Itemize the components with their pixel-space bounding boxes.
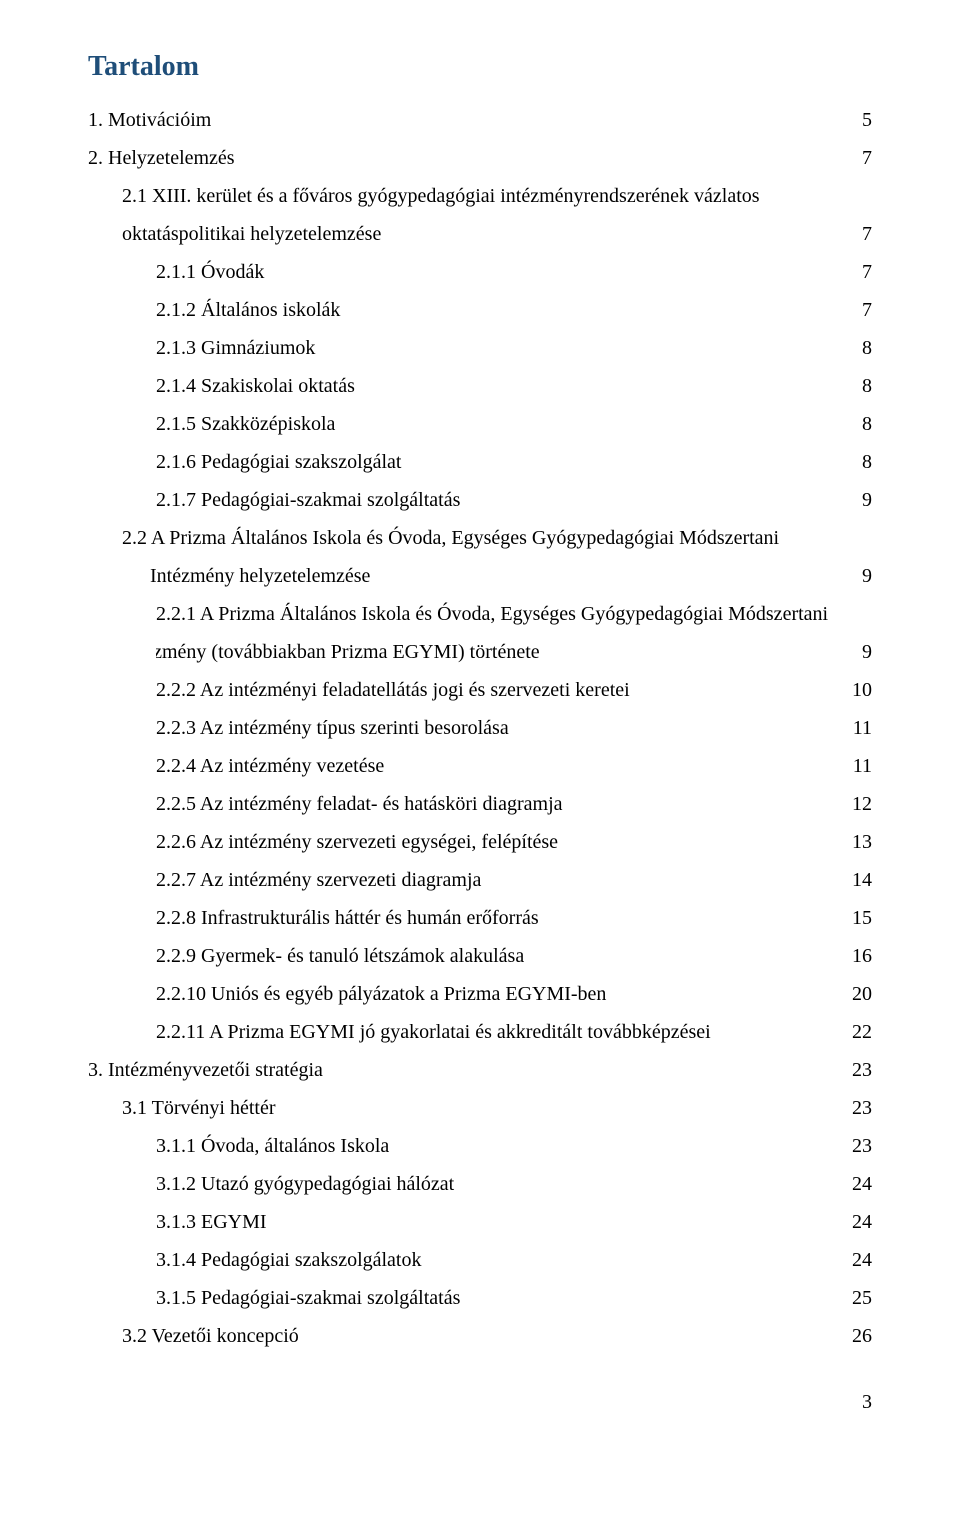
- toc-entry[interactable]: 2.2.3 Az intézmény típus szerinti besoro…: [156, 709, 872, 747]
- toc-entry[interactable]: 1. Motivációim 5: [88, 101, 872, 139]
- toc-entry[interactable]: 2.2.11 A Prizma EGYMI jó gyakorlatai és …: [156, 1013, 872, 1051]
- toc-entry[interactable]: 2.1.6 Pedagógiai szakszolgálat 8: [156, 443, 872, 481]
- toc-entry-page: 8: [862, 367, 872, 405]
- toc-entry[interactable]: 2.1.1 Óvodák 7: [156, 253, 872, 291]
- toc-entry[interactable]: 2.2.1 A Prizma Általános Iskola és Óvoda…: [156, 595, 872, 671]
- toc-entry-page: 7: [862, 291, 872, 329]
- page-number: 3: [88, 1383, 872, 1421]
- toc-title: Tartalom: [88, 40, 872, 93]
- toc-entry-label: 2.2 A Prizma Általános Iskola és Óvoda, …: [122, 519, 872, 557]
- toc-entry-page: 23: [852, 1127, 872, 1165]
- toc-entry-label: 2.2.2 Az intézményi feladatellátás jogi …: [156, 671, 630, 709]
- toc-entry-label: 3.1.4 Pedagógiai szakszolgálatok: [156, 1241, 422, 1279]
- toc-entry[interactable]: 2.2.6 Az intézmény szervezeti egységei, …: [156, 823, 872, 861]
- toc-entry[interactable]: 3.1 Törvényi héttér 23: [122, 1089, 872, 1127]
- toc-entry-page: 25: [852, 1279, 872, 1317]
- toc-entry-page: 8: [862, 405, 872, 443]
- toc-entry-label: 2.1.4 Szakiskolai oktatás: [156, 367, 355, 405]
- toc-entry[interactable]: 2.2.7 Az intézmény szervezeti diagramja 1…: [156, 861, 872, 899]
- toc-entry-label: 2.2.11 A Prizma EGYMI jó gyakorlatai és …: [156, 1013, 711, 1051]
- toc-entry[interactable]: 2.1 XIII. kerület és a főváros gyógypeda…: [122, 177, 872, 253]
- toc-entry[interactable]: 2.2 A Prizma Általános Iskola és Óvoda, …: [122, 519, 872, 595]
- toc-entry-label: 2.1.2 Általános iskolák: [156, 291, 340, 329]
- toc-list: 1. Motivációim52. Helyzetelemzés72.1 XII…: [88, 101, 872, 1355]
- toc-entry[interactable]: 2.1.7 Pedagógiai-szakmai szolgáltatás 9: [156, 481, 872, 519]
- toc-entry-page: 12: [852, 785, 872, 823]
- toc-entry-page: 11: [853, 709, 872, 747]
- toc-entry-label: Intézmény helyzetelemzése: [150, 557, 370, 595]
- toc-entry-page: 8: [862, 329, 872, 367]
- toc-entry-page: 9: [862, 481, 872, 519]
- toc-entry[interactable]: 3.1.5 Pedagógiai-szakmai szolgáltatás 25: [156, 1279, 872, 1317]
- toc-entry[interactable]: 2. Helyzetelemzés 7: [88, 139, 872, 177]
- toc-entry-label: 1. Motivációim: [88, 101, 211, 139]
- toc-entry[interactable]: 2.1.3 Gimnáziumok 8: [156, 329, 872, 367]
- toc-entry-label: 3. Intézményvezetői stratégia: [88, 1051, 323, 1089]
- toc-entry-label: 2.2.1 A Prizma Általános Iskola és Óvoda…: [156, 595, 872, 633]
- toc-entry-label: 3.1 Törvényi héttér: [122, 1089, 275, 1127]
- toc-entry[interactable]: 3.1.1 Óvoda, általános Iskola 23: [156, 1127, 872, 1165]
- toc-entry-label: 3.1.5 Pedagógiai-szakmai szolgáltatás: [156, 1279, 460, 1317]
- toc-entry-label: 2.1.6 Pedagógiai szakszolgálat: [156, 443, 402, 481]
- toc-entry-page: 10: [852, 671, 872, 709]
- toc-entry-label: 2. Helyzetelemzés: [88, 139, 235, 177]
- toc-entry-page: 15: [852, 899, 872, 937]
- toc-entry[interactable]: 3.1.3 EGYMI 24: [156, 1203, 872, 1241]
- toc-entry-label: 2.2.7 Az intézmény szervezeti diagramja: [156, 861, 481, 899]
- toc-entry-label: 3.1.1 Óvoda, általános Iskola: [156, 1127, 389, 1165]
- toc-entry-page: 16: [852, 937, 872, 975]
- toc-entry[interactable]: 2.2.8 Infrastrukturális háttér és humán …: [156, 899, 872, 937]
- toc-entry[interactable]: 2.1.5 Szakközépiskola 8: [156, 405, 872, 443]
- toc-entry[interactable]: 2.2.10 Uniós és egyéb pályázatok a Prizm…: [156, 975, 872, 1013]
- toc-entry[interactable]: 3.1.4 Pedagógiai szakszolgálatok 24: [156, 1241, 872, 1279]
- toc-entry-page: 7: [862, 253, 872, 291]
- toc-entry[interactable]: 2.1.4 Szakiskolai oktatás 8: [156, 367, 872, 405]
- toc-entry[interactable]: 2.2.4 Az intézmény vezetése 11: [156, 747, 872, 785]
- toc-entry-page: 24: [852, 1241, 872, 1279]
- toc-entry[interactable]: 2.2.9 Gyermek- és tanuló létszámok alaku…: [156, 937, 872, 975]
- toc-entry-label: 3.1.2 Utazó gyógypedagógiai hálózat: [156, 1165, 454, 1203]
- toc-entry-page: 7: [862, 139, 872, 177]
- toc-entry-page: 23: [852, 1051, 872, 1089]
- toc-entry-page: 13: [852, 823, 872, 861]
- toc-entry-label: 2.2.10 Uniós és egyéb pályázatok a Prizm…: [156, 975, 606, 1013]
- toc-entry-label: 2.1.7 Pedagógiai-szakmai szolgáltatás: [156, 481, 460, 519]
- toc-entry[interactable]: 2.1.2 Általános iskolák 7: [156, 291, 872, 329]
- toc-entry-label: 2.1 XIII. kerület és a főváros gyógypeda…: [122, 177, 872, 215]
- toc-entry-label: 2.1.3 Gimnáziumok: [156, 329, 315, 367]
- toc-entry-page: 7: [862, 215, 872, 253]
- toc-entry-label: Intézmény (továbbiakban Prizma EGYMI) tö…: [156, 633, 540, 671]
- toc-entry-page: 14: [852, 861, 872, 899]
- toc-entry-label: 3.1.3 EGYMI: [156, 1203, 267, 1241]
- toc-entry-label: 2.1.1 Óvodák: [156, 253, 264, 291]
- toc-entry-label: 3.2 Vezetői koncepció: [122, 1317, 299, 1355]
- toc-entry-label: 2.2.6 Az intézmény szervezeti egységei, …: [156, 823, 558, 861]
- toc-entry-page: 9: [862, 633, 872, 671]
- toc-entry-page: 8: [862, 443, 872, 481]
- toc-entry-label: 2.2.8 Infrastrukturális háttér és humán …: [156, 899, 539, 937]
- toc-entry-page: 20: [852, 975, 872, 1013]
- toc-entry[interactable]: 2.2.2 Az intézményi feladatellátás jogi …: [156, 671, 872, 709]
- toc-entry-page: 11: [853, 747, 872, 785]
- toc-entry-page: 26: [852, 1317, 872, 1355]
- toc-entry[interactable]: 2.2.5 Az intézmény feladat- és hatásköri…: [156, 785, 872, 823]
- toc-entry-page: 23: [852, 1089, 872, 1127]
- toc-entry-page: 5: [862, 101, 872, 139]
- toc-entry[interactable]: 3. Intézményvezetői stratégia 23: [88, 1051, 872, 1089]
- toc-entry-label: oktatáspolitikai helyzetelemzése: [122, 215, 381, 253]
- toc-entry-page: 24: [852, 1203, 872, 1241]
- toc-entry[interactable]: 3.1.2 Utazó gyógypedagógiai hálózat 24: [156, 1165, 872, 1203]
- toc-entry[interactable]: 3.2 Vezetői koncepció 26: [122, 1317, 872, 1355]
- toc-entry-page: 22: [852, 1013, 872, 1051]
- toc-entry-label: 2.2.5 Az intézmény feladat- és hatásköri…: [156, 785, 563, 823]
- toc-entry-label: 2.1.5 Szakközépiskola: [156, 405, 335, 443]
- toc-entry-page: 24: [852, 1165, 872, 1203]
- toc-entry-page: 9: [862, 557, 872, 595]
- toc-entry-label: 2.2.4 Az intézmény vezetése: [156, 747, 384, 785]
- toc-entry-label: 2.2.9 Gyermek- és tanuló létszámok alaku…: [156, 937, 524, 975]
- toc-entry-label: 2.2.3 Az intézmény típus szerinti besoro…: [156, 709, 509, 747]
